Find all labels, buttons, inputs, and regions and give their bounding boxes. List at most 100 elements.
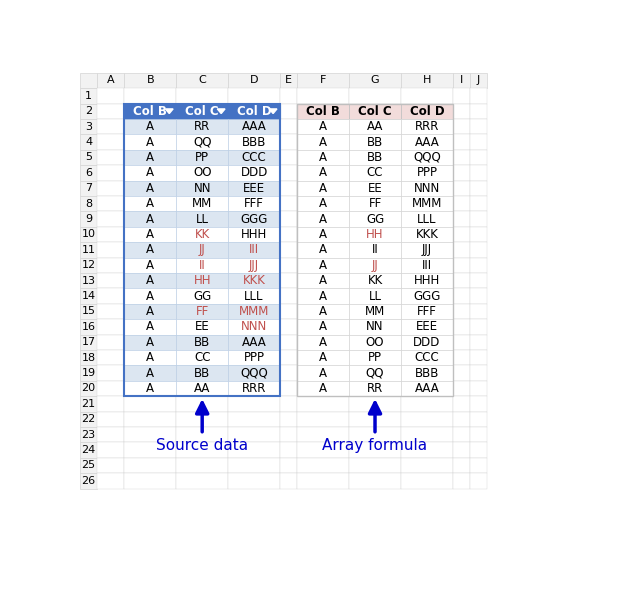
Text: B: B — [146, 75, 154, 85]
Text: A: A — [146, 321, 154, 333]
Bar — [401, 258, 453, 273]
Bar — [176, 304, 228, 319]
Bar — [280, 458, 297, 473]
Text: 6: 6 — [85, 168, 92, 178]
Bar — [349, 288, 401, 304]
Bar — [176, 350, 228, 365]
Text: 13: 13 — [81, 276, 96, 285]
Bar — [297, 273, 349, 288]
Bar — [297, 181, 349, 196]
Bar — [228, 288, 280, 304]
Bar — [297, 196, 349, 211]
Bar — [401, 381, 453, 396]
Bar — [124, 350, 176, 365]
Bar — [228, 227, 280, 242]
Bar — [124, 135, 176, 150]
Bar — [297, 304, 349, 319]
Bar — [97, 150, 124, 165]
Bar — [80, 150, 97, 165]
Bar — [176, 181, 228, 196]
Bar — [80, 181, 97, 196]
Bar — [297, 442, 349, 458]
Bar — [280, 396, 297, 411]
Bar — [228, 181, 280, 196]
Bar — [470, 181, 487, 196]
Bar — [280, 335, 297, 350]
Bar — [453, 227, 470, 242]
Bar — [401, 211, 453, 227]
Text: A: A — [319, 382, 327, 395]
Text: II: II — [372, 244, 378, 256]
Text: Col D: Col D — [237, 105, 271, 118]
Bar — [228, 427, 280, 442]
Bar — [349, 319, 401, 335]
Text: C: C — [198, 75, 206, 85]
Text: A: A — [319, 305, 327, 318]
Bar — [228, 304, 280, 319]
Bar — [470, 473, 487, 488]
Text: GGG: GGG — [413, 290, 440, 302]
Text: HH: HH — [366, 228, 384, 241]
Text: A: A — [319, 197, 327, 210]
Bar — [401, 196, 453, 211]
Bar — [401, 150, 453, 165]
Text: 8: 8 — [85, 199, 92, 208]
Text: BB: BB — [367, 136, 383, 148]
Text: FFF: FFF — [244, 197, 264, 210]
Text: A: A — [146, 136, 154, 148]
Bar — [228, 196, 280, 211]
Bar — [453, 196, 470, 211]
Bar — [297, 335, 349, 350]
Bar — [470, 350, 487, 365]
Bar — [453, 288, 470, 304]
Bar — [97, 211, 124, 227]
Text: A: A — [319, 274, 327, 287]
Bar — [176, 227, 228, 242]
Bar — [228, 165, 280, 181]
Bar — [124, 88, 176, 104]
Bar — [176, 104, 228, 119]
Bar — [176, 427, 228, 442]
Bar — [297, 119, 349, 135]
Bar — [349, 104, 401, 119]
Bar — [176, 211, 228, 227]
Bar — [401, 335, 453, 350]
Bar — [349, 350, 401, 365]
Bar — [228, 273, 280, 288]
Text: A: A — [319, 244, 327, 256]
Bar — [297, 150, 349, 165]
Bar — [228, 350, 280, 365]
Text: Col C: Col C — [358, 105, 392, 118]
Text: GGG: GGG — [240, 213, 268, 225]
Bar — [228, 258, 280, 273]
Bar — [297, 381, 349, 396]
Bar — [280, 381, 297, 396]
Bar — [228, 165, 280, 181]
Bar — [401, 473, 453, 488]
Bar — [470, 119, 487, 135]
Bar — [401, 211, 453, 227]
Text: A: A — [319, 259, 327, 271]
Bar — [124, 135, 176, 150]
Bar — [228, 135, 280, 150]
Bar — [124, 381, 176, 396]
Text: A: A — [319, 120, 327, 133]
Bar — [124, 458, 176, 473]
Text: 21: 21 — [81, 399, 96, 409]
Bar — [97, 442, 124, 458]
Bar — [297, 273, 349, 288]
Text: JJJ: JJJ — [249, 259, 259, 271]
Bar — [349, 335, 401, 350]
Text: AAA: AAA — [242, 336, 267, 348]
Bar — [228, 119, 280, 135]
Text: PP: PP — [368, 351, 382, 364]
Bar — [349, 319, 401, 335]
Text: HHH: HHH — [414, 274, 440, 287]
Bar — [401, 135, 453, 150]
Text: LLL: LLL — [417, 213, 437, 225]
Bar — [280, 73, 297, 88]
Text: 9: 9 — [85, 214, 92, 224]
Bar — [401, 350, 453, 365]
Bar — [349, 273, 401, 288]
Bar — [349, 258, 401, 273]
